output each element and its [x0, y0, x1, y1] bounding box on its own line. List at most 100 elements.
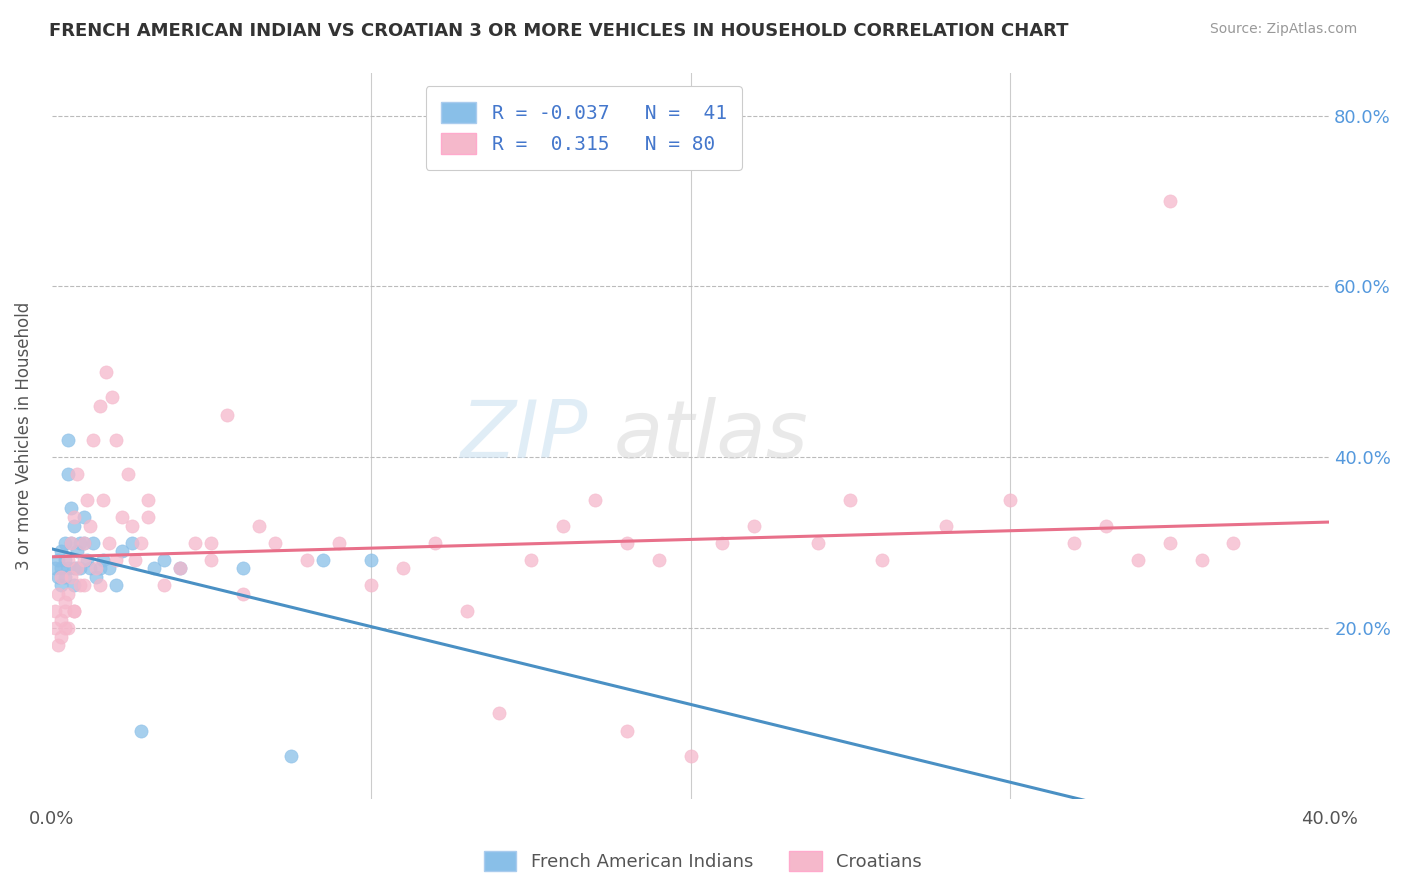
Point — [44, 561, 66, 575]
Point — [91, 492, 114, 507]
Point — [111, 510, 134, 524]
Point — [46, 638, 69, 652]
Point — [232, 587, 254, 601]
Point — [82, 433, 104, 447]
Point — [551, 518, 574, 533]
Point — [124, 552, 146, 566]
Point — [998, 492, 1021, 507]
Point — [1159, 535, 1181, 549]
Point — [66, 467, 89, 482]
Legend: French American Indians, Croatians: French American Indians, Croatians — [477, 844, 929, 879]
Point — [264, 535, 287, 549]
Point — [86, 561, 108, 575]
Point — [53, 621, 76, 635]
Point — [1222, 535, 1244, 549]
Point — [247, 518, 270, 533]
Point — [616, 723, 638, 738]
Point — [101, 391, 124, 405]
Point — [66, 561, 89, 575]
Point — [53, 570, 76, 584]
Point — [583, 492, 606, 507]
Point — [89, 561, 111, 575]
Point — [79, 561, 101, 575]
Point — [200, 535, 222, 549]
Point — [711, 535, 734, 549]
Point — [51, 613, 73, 627]
Point — [69, 535, 91, 549]
Point — [53, 552, 76, 566]
Point — [44, 604, 66, 618]
Text: atlas: atlas — [614, 397, 808, 475]
Point — [98, 561, 121, 575]
Point — [935, 518, 957, 533]
Point — [91, 552, 114, 566]
Point — [152, 552, 174, 566]
Point — [360, 578, 382, 592]
Point — [360, 552, 382, 566]
Point — [232, 561, 254, 575]
Point — [104, 552, 127, 566]
Point — [94, 365, 117, 379]
Legend: R = -0.037   N =  41, R =  0.315   N = 80: R = -0.037 N = 41, R = 0.315 N = 80 — [426, 87, 742, 169]
Point — [63, 604, 86, 618]
Point — [744, 518, 766, 533]
Point — [136, 510, 159, 524]
Point — [520, 552, 543, 566]
Point — [73, 578, 96, 592]
Point — [73, 535, 96, 549]
Point — [63, 578, 86, 592]
Point — [63, 604, 86, 618]
Point — [679, 749, 702, 764]
Point — [184, 535, 207, 549]
Point — [51, 630, 73, 644]
Point — [129, 535, 152, 549]
Point — [1191, 552, 1213, 566]
Point — [59, 570, 82, 584]
Text: ZIP: ZIP — [461, 397, 588, 475]
Point — [297, 552, 319, 566]
Point — [117, 467, 139, 482]
Point — [63, 518, 86, 533]
Point — [46, 587, 69, 601]
Point — [66, 544, 89, 558]
Text: Source: ZipAtlas.com: Source: ZipAtlas.com — [1209, 22, 1357, 37]
Point — [1126, 552, 1149, 566]
Point — [73, 535, 96, 549]
Point — [51, 578, 73, 592]
Point — [46, 570, 69, 584]
Point — [73, 552, 96, 566]
Point — [46, 552, 69, 566]
Point — [136, 492, 159, 507]
Point — [217, 408, 239, 422]
Point — [807, 535, 830, 549]
Point — [200, 552, 222, 566]
Point — [1063, 535, 1085, 549]
Point — [169, 561, 191, 575]
Point — [56, 587, 79, 601]
Point — [63, 510, 86, 524]
Point — [56, 433, 79, 447]
Point — [839, 492, 862, 507]
Point — [51, 561, 73, 575]
Point — [56, 561, 79, 575]
Point — [870, 552, 893, 566]
Point — [69, 578, 91, 592]
Point — [51, 570, 73, 584]
Point — [79, 518, 101, 533]
Point — [111, 544, 134, 558]
Text: FRENCH AMERICAN INDIAN VS CROATIAN 3 OR MORE VEHICLES IN HOUSEHOLD CORRELATION C: FRENCH AMERICAN INDIAN VS CROATIAN 3 OR … — [49, 22, 1069, 40]
Point — [280, 749, 302, 764]
Point — [328, 535, 350, 549]
Point — [312, 552, 335, 566]
Point — [59, 501, 82, 516]
Point — [51, 544, 73, 558]
Point — [59, 535, 82, 549]
Point — [89, 578, 111, 592]
Point — [69, 561, 91, 575]
Point — [104, 433, 127, 447]
Point — [56, 467, 79, 482]
Point — [456, 604, 478, 618]
Point — [647, 552, 669, 566]
Point — [44, 621, 66, 635]
Point — [142, 561, 165, 575]
